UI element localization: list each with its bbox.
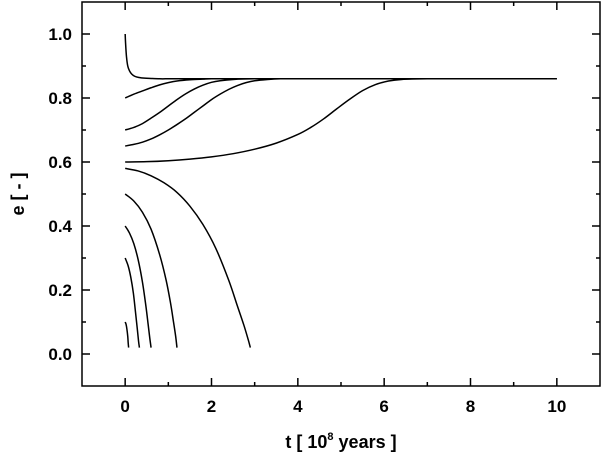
x-tick-label: 0 <box>120 397 129 416</box>
y-tick-label: 0.6 <box>48 153 72 172</box>
x-tick-label: 8 <box>466 397 475 416</box>
series-line-8 <box>124 225 152 348</box>
series-curves <box>124 33 557 348</box>
plot-frame <box>81 1 601 387</box>
series-line-1 <box>124 33 557 80</box>
y-axis-title: e [ - ] <box>8 173 28 216</box>
x-axis-title-exponent: 8 <box>327 431 333 443</box>
series-line-9 <box>124 257 141 348</box>
y-tick-label: 0.8 <box>48 89 72 108</box>
y-tick-label: 1.0 <box>48 25 72 44</box>
y-tick-label: 0.2 <box>48 281 72 300</box>
axis-ticks <box>82 2 600 386</box>
series-line-3 <box>124 78 385 131</box>
x-tick-label: 2 <box>207 397 216 416</box>
series-line-6 <box>125 167 252 348</box>
series-line-2 <box>124 78 255 99</box>
x-tick-label: 6 <box>379 397 388 416</box>
series-line-7 <box>124 193 178 348</box>
series-line-5 <box>125 78 557 163</box>
y-tick-label: 0.4 <box>48 217 72 236</box>
x-axis-title-suffix: years ] <box>334 432 397 452</box>
x-axis-title-prefix: t [ 10 <box>285 432 327 452</box>
x-tick-label: 4 <box>293 397 303 416</box>
series-line-10 <box>124 321 130 348</box>
x-axis-title: t [ 108 years ] <box>285 431 396 452</box>
series-line-4 <box>125 78 385 147</box>
x-tick-label: 10 <box>547 397 566 416</box>
tick-labels: 0 2 4 6 8 10 0.0 0.2 0.4 0.6 0.8 1.0 <box>48 25 566 416</box>
y-tick-label: 0.0 <box>48 345 72 364</box>
